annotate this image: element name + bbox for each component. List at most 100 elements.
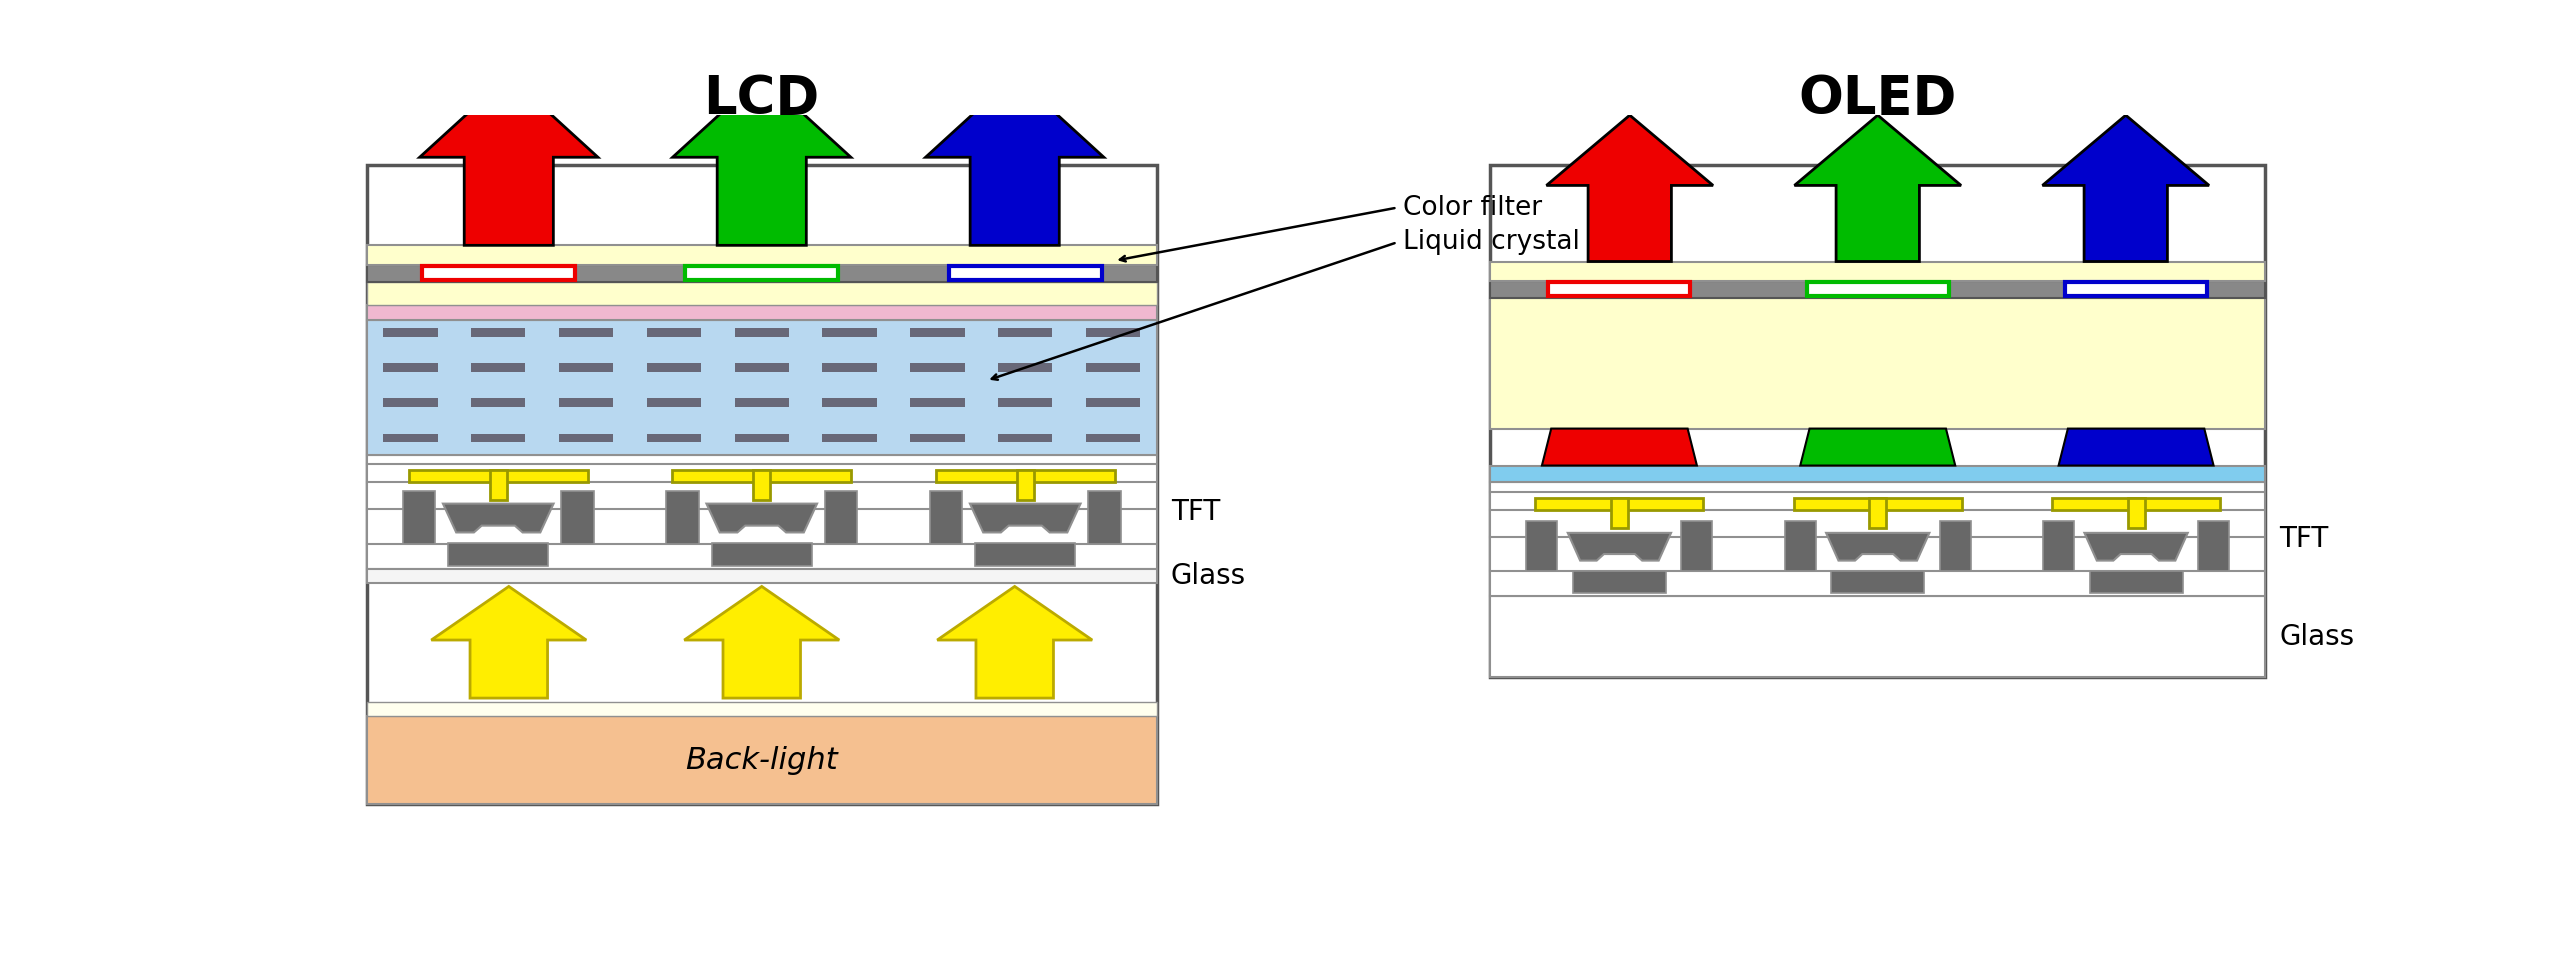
Bar <box>2043 521 2074 571</box>
Bar <box>673 469 852 482</box>
Polygon shape <box>673 76 850 246</box>
Polygon shape <box>1825 533 1930 561</box>
Bar <box>366 165 1157 804</box>
Bar <box>561 492 594 543</box>
Bar <box>489 469 507 500</box>
Bar <box>1549 282 1690 296</box>
Bar <box>558 434 614 442</box>
Bar <box>1490 596 2266 678</box>
Polygon shape <box>420 76 599 246</box>
Bar <box>422 266 573 280</box>
Bar <box>2199 521 2230 571</box>
Bar <box>1807 282 1948 296</box>
Polygon shape <box>430 587 586 698</box>
Bar <box>998 363 1052 372</box>
Bar <box>1490 261 2266 280</box>
Bar <box>366 281 1157 304</box>
Bar <box>366 455 1157 568</box>
Polygon shape <box>1541 428 1697 466</box>
Bar <box>1490 298 2266 428</box>
Bar <box>648 363 701 372</box>
Bar <box>366 320 1157 455</box>
Bar <box>366 265 1157 281</box>
Bar <box>911 363 965 372</box>
Text: Color filter: Color filter <box>1403 195 1544 221</box>
Bar <box>384 328 438 337</box>
Bar <box>471 398 525 407</box>
Bar <box>686 266 837 280</box>
Bar <box>911 328 965 337</box>
Bar <box>558 363 614 372</box>
Polygon shape <box>2058 428 2214 466</box>
Text: OLED: OLED <box>1800 73 1956 125</box>
Text: Glass: Glass <box>2278 623 2355 651</box>
Bar <box>384 434 438 442</box>
Bar <box>471 434 525 442</box>
Bar <box>1490 483 2266 596</box>
Bar <box>1085 398 1139 407</box>
Bar <box>1085 434 1139 442</box>
Bar <box>712 542 812 565</box>
Bar <box>366 246 1157 265</box>
Bar <box>2089 570 2184 593</box>
Bar <box>2127 497 2145 528</box>
Bar <box>558 328 614 337</box>
Bar <box>998 328 1052 337</box>
Bar <box>824 492 858 543</box>
Bar <box>822 398 876 407</box>
Bar <box>410 469 589 482</box>
Bar <box>1085 363 1139 372</box>
Bar <box>471 363 525 372</box>
Bar <box>2066 282 2207 296</box>
Bar <box>366 702 1157 716</box>
Text: TFT: TFT <box>2278 525 2330 554</box>
Bar <box>471 328 525 337</box>
Bar <box>934 469 1114 482</box>
Bar <box>822 363 876 372</box>
Bar <box>1784 521 1815 571</box>
Bar <box>822 434 876 442</box>
Bar <box>911 398 965 407</box>
Polygon shape <box>684 587 840 698</box>
Text: Liquid crystal: Liquid crystal <box>1403 229 1580 255</box>
Bar <box>648 328 701 337</box>
Bar <box>753 469 771 500</box>
Polygon shape <box>707 504 817 533</box>
Polygon shape <box>443 504 553 533</box>
Polygon shape <box>1546 115 1713 261</box>
Bar <box>1490 466 2266 483</box>
Polygon shape <box>1800 428 1956 466</box>
Text: TFT: TFT <box>1170 497 1221 526</box>
Polygon shape <box>927 76 1103 246</box>
Bar <box>998 398 1052 407</box>
Bar <box>822 328 876 337</box>
Bar <box>735 398 788 407</box>
Polygon shape <box>2043 115 2209 261</box>
Bar <box>384 363 438 372</box>
Bar <box>2053 497 2220 510</box>
Bar <box>1088 492 1121 543</box>
Bar <box>648 434 701 442</box>
Bar <box>950 266 1101 280</box>
Bar <box>384 398 438 407</box>
Bar <box>1016 469 1034 500</box>
Bar <box>448 542 548 565</box>
Bar <box>1869 497 1887 528</box>
Bar <box>975 542 1075 565</box>
Bar <box>1795 497 1961 510</box>
Bar <box>366 716 1157 804</box>
Bar <box>1536 497 1702 510</box>
Text: Back-light: Back-light <box>686 746 837 775</box>
Bar <box>1572 570 1667 593</box>
Bar <box>911 434 965 442</box>
Bar <box>648 398 701 407</box>
Bar <box>1610 497 1628 528</box>
Bar <box>1940 521 1971 571</box>
Polygon shape <box>1795 115 1961 261</box>
Text: Glass: Glass <box>1170 562 1247 589</box>
Bar <box>1490 165 2266 678</box>
Polygon shape <box>937 587 1093 698</box>
Polygon shape <box>2084 533 2189 561</box>
Bar <box>402 492 435 543</box>
Bar <box>666 492 699 543</box>
